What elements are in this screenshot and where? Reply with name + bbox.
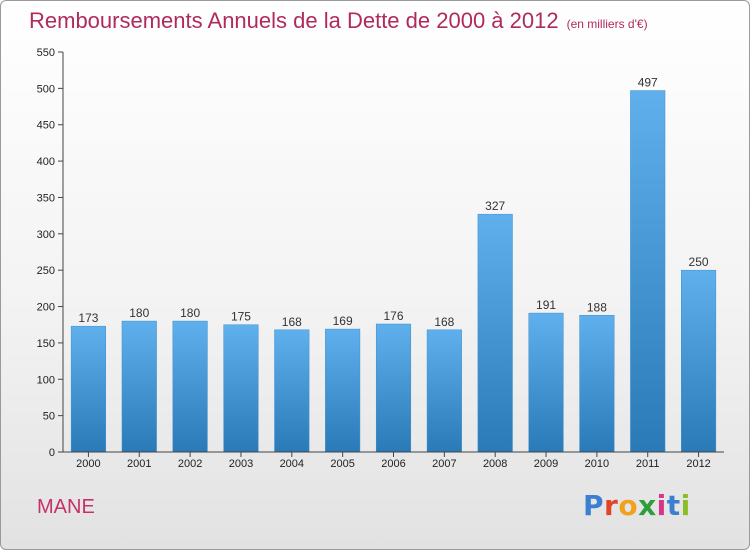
logo-letter: x — [638, 489, 657, 522]
bar-value-label: 176 — [383, 309, 403, 323]
unit-note: (en milliers d'€) — [566, 17, 648, 31]
bar — [121, 320, 157, 453]
bar — [70, 325, 106, 453]
x-tick-label: 2005 — [330, 458, 354, 470]
bar — [223, 324, 259, 453]
x-tick-label: 2003 — [229, 458, 253, 470]
x-axis: 2000 2001 2002 2003 2004 2005 2006 2007 2008 2009… — [63, 451, 724, 470]
chart-title-text: Remboursements Annuels de la Dette de 20… — [29, 8, 559, 33]
x-tick-label: 2004 — [280, 458, 304, 470]
y-tick-label: 550 — [37, 47, 55, 59]
logo-letter: t — [666, 489, 681, 522]
bar — [579, 315, 615, 453]
bar-value-label: 327 — [485, 199, 505, 213]
y-tick-label: 150 — [37, 338, 55, 350]
x-tick-label: 2007 — [432, 458, 456, 470]
x-tick-label: 2012 — [686, 458, 710, 470]
y-tick-label: 300 — [37, 229, 55, 241]
x-tick-label: 2001 — [127, 458, 151, 470]
bar-value-label: 173 — [78, 311, 98, 325]
commune-name: MANE — [37, 496, 95, 518]
bar-value-label: 180 — [180, 306, 200, 320]
y-tick-label: 450 — [37, 120, 55, 132]
y-tick-label: 500 — [37, 83, 55, 95]
logo-letter: i — [680, 489, 691, 522]
y-tick-label: 200 — [37, 302, 55, 314]
bar — [426, 329, 462, 453]
x-tick-label: 2002 — [178, 458, 202, 470]
bar-value-label: 175 — [231, 310, 251, 324]
bar-value-label: 497 — [638, 76, 658, 90]
bar-value-label: 169 — [333, 314, 353, 328]
bar-value-label: 180 — [129, 306, 149, 320]
y-tick-label: 400 — [37, 156, 55, 168]
bar — [172, 320, 208, 453]
chart-title: Remboursements Annuels de la Dette de 20… — [29, 8, 648, 34]
logo-letter: i — [656, 489, 667, 522]
bar-value-label: 188 — [587, 300, 607, 314]
y-tick-label: 350 — [37, 192, 55, 204]
y-axis: 0 50 100 150 200 250 300 350 400 450 500 550 — [37, 47, 64, 459]
bar — [477, 213, 513, 453]
logo-letter: P — [583, 489, 605, 522]
bar — [375, 323, 412, 453]
y-tick-label: 50 — [43, 411, 55, 423]
bar — [528, 312, 564, 453]
bar-value-label: 191 — [536, 298, 556, 312]
bars: 173 180 180 175 168 169 176 168 327 191 188 497 250 — [70, 76, 717, 453]
proxiti-logo: Proxiti — [583, 489, 691, 522]
bar — [274, 329, 310, 453]
logo-letter: o — [618, 489, 639, 522]
x-tick-label: 2009 — [534, 458, 558, 470]
bar — [681, 269, 717, 453]
bar-value-label: 168 — [282, 315, 302, 329]
x-tick-label: 2010 — [585, 458, 609, 470]
logo-letter: r — [604, 489, 619, 522]
x-tick-label: 2006 — [381, 458, 405, 470]
y-tick-label: 0 — [49, 447, 55, 459]
x-tick-label: 2011 — [636, 458, 660, 470]
y-tick-label: 250 — [37, 265, 55, 277]
bar-value-label: 168 — [434, 315, 454, 329]
y-tick-label: 100 — [37, 374, 55, 386]
bar — [630, 90, 666, 453]
x-tick-label: 2000 — [76, 458, 100, 470]
bar — [325, 328, 361, 453]
bar-value-label: 250 — [689, 255, 709, 269]
x-tick-label: 2008 — [483, 458, 507, 470]
